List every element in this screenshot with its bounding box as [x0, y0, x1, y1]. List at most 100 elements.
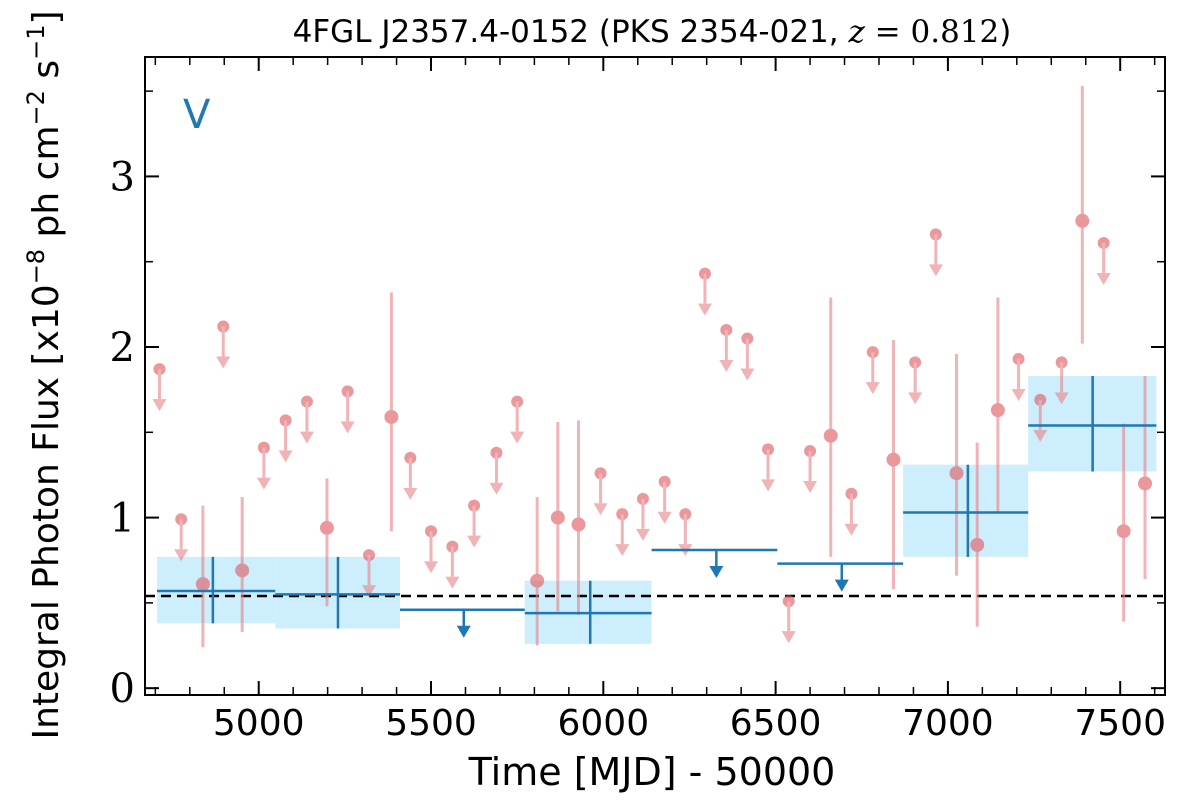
- short-ul-arrow-20: [719, 359, 734, 372]
- short-bin-marker-6: [571, 517, 586, 532]
- short-bin-upper-limit-15: [615, 508, 630, 557]
- title-z-value: = 0.812: [865, 14, 999, 50]
- short-bin-marker-3: [384, 409, 399, 424]
- short-bin-upper-limit-22: [761, 443, 776, 492]
- short-bin-marker-1: [235, 563, 250, 578]
- ylabel-exp-1: −8: [22, 249, 50, 284]
- short-ul-arrow-31: [1054, 392, 1069, 405]
- short-ul-arrow-0: [152, 399, 167, 412]
- short-ul-arrow-9: [424, 561, 439, 574]
- short-bin-upper-limit-8: [403, 451, 418, 500]
- short-bin-upper-limit-6: [340, 385, 355, 434]
- y-tick-label-2: 2: [110, 325, 135, 371]
- short-bin-upper-limit-19: [697, 267, 712, 316]
- ylabel-exp-3: −1: [22, 25, 50, 60]
- long-bin-point-0: [157, 556, 276, 624]
- short-bin-upper-limit-11: [467, 499, 482, 548]
- short-bin-marker-12: [1075, 213, 1090, 228]
- short-bin-marker-4: [530, 573, 545, 588]
- short-bin-upper-limit-5: [299, 395, 314, 444]
- short-ul-arrow-25: [844, 523, 859, 536]
- ylabel-exp-2: −2: [22, 90, 50, 125]
- short-bin-upper-limit-26: [865, 346, 880, 395]
- ylabel-part-c: s: [26, 60, 67, 90]
- short-bin-point-8: [886, 340, 901, 590]
- short-bin-layer: [152, 86, 1153, 648]
- x-tick-label-5: 7500: [1074, 703, 1166, 744]
- short-ul-arrow-2: [216, 356, 231, 369]
- short-bin-point-1: [235, 497, 250, 632]
- chart-title: 4FGL J2357.4-0152 (PKS 2354-021, z = 0.8…: [293, 14, 1012, 50]
- short-bin-marker-13: [1116, 524, 1131, 539]
- short-bin-upper-limit-7: [361, 549, 376, 598]
- short-ul-arrow-5: [299, 431, 314, 444]
- short-bin-point-2: [319, 478, 334, 607]
- short-bin-upper-limit-3: [256, 441, 271, 490]
- short-bin-upper-limit-29: [1011, 352, 1026, 401]
- long-bin-point-4: [1028, 376, 1157, 472]
- x-tick-label-4: 7000: [902, 703, 994, 744]
- short-bin-point-5: [550, 422, 565, 612]
- ylabel-part-b: ph cm: [26, 125, 67, 248]
- short-ul-arrow-22: [761, 479, 776, 492]
- short-bin-upper-limit-4: [278, 414, 293, 463]
- x-tick-label-0: 5000: [213, 703, 305, 744]
- short-bin-point-11: [990, 297, 1005, 513]
- short-bin-point-4: [530, 497, 545, 646]
- x-tick-label-1: 5500: [385, 703, 477, 744]
- short-ul-arrow-14: [593, 503, 608, 516]
- short-bin-upper-limit-27: [908, 356, 923, 405]
- y-tick-label-1: 1: [110, 496, 135, 542]
- y-tick-label-3: 3: [110, 154, 135, 200]
- short-bin-marker-9: [949, 466, 964, 481]
- x-tick-label-3: 6500: [730, 703, 822, 744]
- ylabel-part-a: Integral Photon Flux [x10: [26, 284, 67, 739]
- short-bin-upper-limit-23: [781, 595, 796, 644]
- short-ul-arrow-19: [697, 303, 712, 316]
- x-tick-label-2: 6000: [557, 703, 649, 744]
- short-ul-arrow-1: [174, 549, 189, 562]
- long-bin-layer: [157, 376, 1157, 644]
- long-bin-point-2: [524, 580, 652, 644]
- short-ul-arrow-26: [865, 382, 880, 395]
- short-ul-arrow-27: [908, 392, 923, 405]
- y-tick-label-0: 0: [110, 666, 135, 712]
- short-bin-upper-limit-17: [657, 475, 672, 524]
- text-layer: 4FGL J2357.4-0152 (PKS 2354-021, z = 0.8…: [22, 10, 1011, 794]
- short-bin-point-14: [1138, 376, 1153, 579]
- plot-frame: [144, 56, 1166, 696]
- short-ul-arrow-15: [615, 544, 630, 557]
- short-ul-arrow-28: [928, 264, 943, 277]
- short-bin-point-9: [949, 353, 964, 576]
- short-ul-arrow-8: [403, 487, 418, 500]
- short-ul-arrow-29: [1011, 388, 1026, 401]
- ylabel-part-d: ]: [26, 10, 67, 24]
- short-ul-arrow-13: [510, 431, 525, 444]
- short-bin-upper-limit-2: [216, 320, 231, 369]
- short-bin-marker-2: [319, 520, 334, 535]
- short-bin-upper-limit-21: [740, 332, 755, 381]
- short-ul-arrow-3: [256, 477, 271, 490]
- short-bin-upper-limit-9: [424, 525, 439, 574]
- long-bin-point-1: [275, 556, 400, 629]
- long-bin-band-3: [903, 464, 1029, 557]
- short-ul-arrow-7: [361, 585, 376, 598]
- long-bin-upper-limit-2: [777, 562, 904, 592]
- short-bin-marker-5: [550, 510, 565, 525]
- short-bin-upper-limit-13: [510, 395, 525, 444]
- long-ul-arrow-0: [456, 625, 471, 638]
- short-ul-arrow-24: [803, 481, 818, 494]
- short-ul-arrow-11: [467, 535, 482, 548]
- short-bin-point-10: [970, 442, 985, 627]
- short-bin-marker-10: [970, 537, 985, 552]
- short-bin-upper-limit-14: [593, 467, 608, 516]
- short-bin-marker-0: [195, 577, 210, 592]
- short-bin-upper-limit-20: [719, 323, 734, 372]
- short-bin-upper-limit-32: [1096, 236, 1111, 285]
- short-ul-arrow-21: [740, 368, 755, 381]
- y-axis-label: Integral Photon Flux [x10−8 ph cm−2 s−1]: [22, 10, 67, 739]
- short-bin-marker-8: [886, 452, 901, 467]
- short-bin-upper-limit-10: [445, 540, 460, 589]
